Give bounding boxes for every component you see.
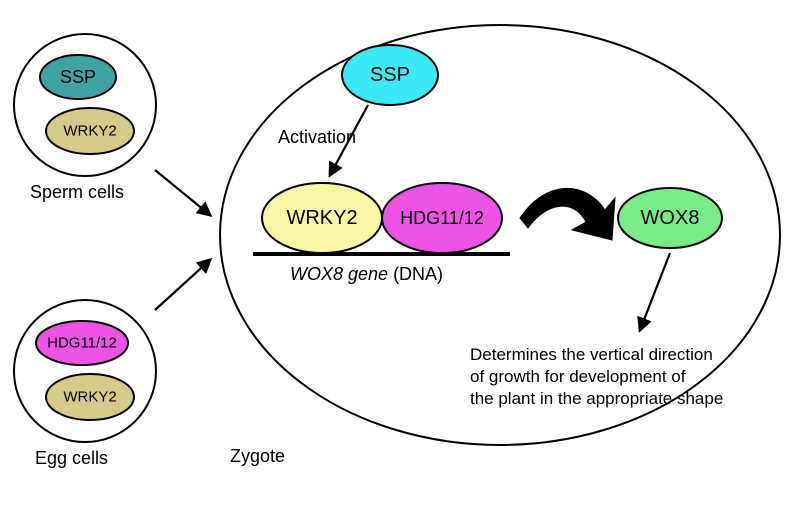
egg-wrky2-label: WRKY2 xyxy=(63,389,116,406)
zygote-label: Zygote xyxy=(230,446,285,466)
sperm-ssp-label: SSP xyxy=(60,67,96,87)
description-line-0: Determines the vertical direction xyxy=(470,345,713,364)
activation-label: Activation xyxy=(278,127,356,147)
arrow-sperm-to-zygote xyxy=(155,170,210,215)
zygote-wrky2-label: WRKY2 xyxy=(286,207,357,229)
sperm-wrky2-label: WRKY2 xyxy=(63,123,116,140)
wox8-protein-label: WOX8 xyxy=(641,207,700,229)
egg-hdg-label: HDG11/12 xyxy=(47,335,117,352)
zygote-hdg-label: HDG11/12 xyxy=(400,208,484,228)
arrow-egg-to-zygote xyxy=(155,260,210,310)
sperm-cells-label: Sperm cells xyxy=(30,182,124,202)
wox8-gene-caption: WOX8 gene (DNA) xyxy=(290,264,443,284)
egg-cells-label: Egg cells xyxy=(35,448,108,468)
zygote-ssp-label: SSP xyxy=(370,64,410,86)
description-line-1: of growth for development of xyxy=(470,367,686,386)
description-line-2: the plant in the appropriate shape xyxy=(470,389,723,408)
